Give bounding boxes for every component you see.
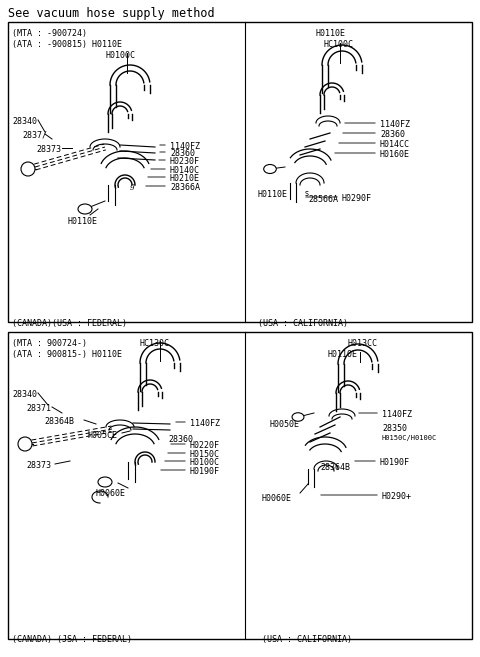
Ellipse shape (264, 164, 276, 173)
Text: H0150C: H0150C (190, 450, 220, 459)
Text: H0150C/H0100C: H0150C/H0100C (382, 435, 437, 441)
Text: 28360: 28360 (380, 130, 405, 139)
Text: (CANADA)(USA : FEDERAL): (CANADA)(USA : FEDERAL) (12, 319, 127, 328)
Text: 1140FZ: 1140FZ (170, 142, 200, 151)
Text: 2837/: 2837/ (22, 131, 47, 140)
Text: H0100C: H0100C (190, 458, 220, 467)
Ellipse shape (78, 204, 92, 214)
Text: H0110E: H0110E (315, 29, 345, 38)
Text: H0190F: H0190F (380, 458, 410, 467)
Text: 28366A: 28366A (170, 183, 200, 192)
Text: 28364B: 28364B (44, 417, 74, 426)
Text: 1140FZ: 1140FZ (380, 120, 410, 129)
Text: 28373: 28373 (26, 461, 51, 470)
Text: H0190F: H0190F (190, 467, 220, 476)
Text: H0050E: H0050E (270, 420, 300, 429)
Text: H0100C: H0100C (105, 51, 135, 60)
Bar (8, 22, 472, 322)
Text: 28350: 28350 (382, 424, 407, 433)
Text: 28360: 28360 (168, 435, 193, 444)
Text: H0290+: H0290+ (382, 492, 412, 501)
Text: 28340: 28340 (12, 117, 37, 126)
Text: See vacuum hose supply method: See vacuum hose supply method (8, 7, 215, 20)
Text: (CANADA) (JSA : FEDERAL): (CANADA) (JSA : FEDERAL) (12, 635, 132, 644)
Text: H0060E: H0060E (262, 494, 292, 503)
Text: 1140FZ: 1140FZ (382, 410, 412, 419)
Text: H005CE: H005CE (88, 431, 118, 440)
Text: (MTA : 900724-): (MTA : 900724-) (12, 339, 87, 348)
Text: 28364B: 28364B (320, 463, 350, 472)
Text: s: s (305, 189, 309, 198)
Text: H0230F: H0230F (170, 157, 200, 166)
Circle shape (21, 162, 35, 176)
Text: 28340: 28340 (12, 390, 37, 399)
Text: 28360: 28360 (170, 149, 195, 158)
Text: H013CC: H013CC (348, 339, 378, 348)
Text: 1140FZ: 1140FZ (190, 419, 220, 428)
Text: 28371: 28371 (26, 404, 51, 413)
Text: H014CC: H014CC (380, 140, 410, 149)
Text: H0220F: H0220F (190, 441, 220, 450)
Text: H0210E: H0210E (170, 174, 200, 183)
Text: HC100C: HC100C (323, 40, 353, 49)
Text: (USA : CALIFORNIA): (USA : CALIFORNIA) (258, 319, 348, 328)
Text: HC130C: HC130C (140, 339, 170, 348)
Text: H0060E: H0060E (95, 489, 125, 498)
Text: (ATA : -900815) H0110E: (ATA : -900815) H0110E (12, 40, 122, 49)
Circle shape (18, 437, 32, 451)
Text: g: g (130, 182, 135, 190)
Text: (USA : CALIFORNIA): (USA : CALIFORNIA) (262, 635, 352, 644)
Ellipse shape (292, 413, 304, 421)
Ellipse shape (98, 477, 112, 487)
Text: 28566A: 28566A (308, 195, 338, 204)
Bar (8, 332, 472, 639)
Text: H0290F: H0290F (342, 194, 372, 203)
Text: (MTA : -900724): (MTA : -900724) (12, 29, 87, 38)
Text: H0110E: H0110E (258, 190, 288, 199)
Text: H0160E: H0160E (380, 150, 410, 159)
Text: (ATA : 900815-) H0110E: (ATA : 900815-) H0110E (12, 350, 122, 359)
Text: H0110E: H0110E (68, 217, 98, 226)
Text: H0140C: H0140C (170, 166, 200, 175)
Text: H0110E: H0110E (328, 350, 358, 359)
Text: 28373: 28373 (36, 145, 61, 154)
